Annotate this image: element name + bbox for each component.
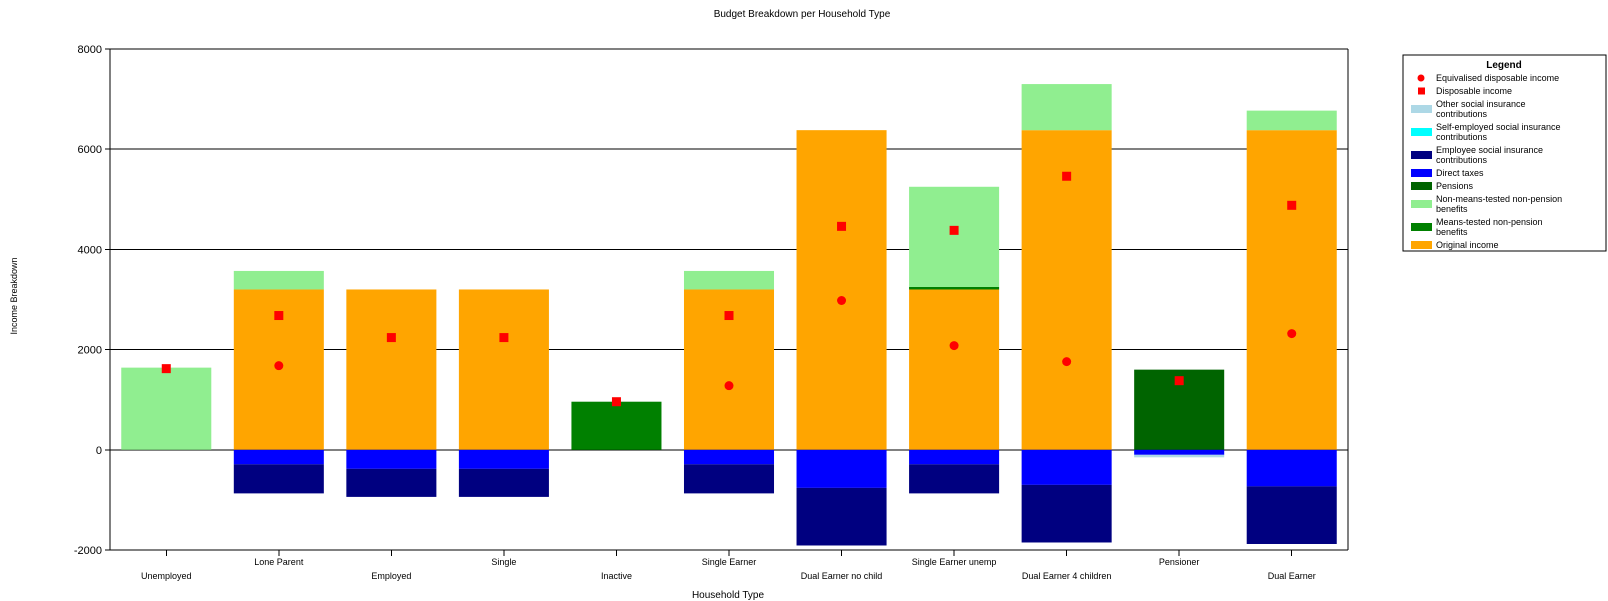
marker-disposable-income xyxy=(1174,376,1184,386)
bar-employee-social-insurance-contributions xyxy=(1021,484,1112,543)
legend-label: Employee social insurance contributions xyxy=(1436,145,1543,165)
legend-label: Disposable income xyxy=(1436,86,1512,96)
bar-non-means-tested-non-pension-benefits xyxy=(1021,84,1112,131)
x-tick-label: Employed xyxy=(371,571,411,581)
legend-swatch-means-tested-non-pension-benefits xyxy=(1411,223,1432,231)
legend-symbol-equivalised-disposable-income xyxy=(1417,74,1425,82)
legend-title: Legend xyxy=(1486,60,1522,71)
bar-means-tested-non-pension-benefits xyxy=(909,286,1000,290)
x-tick-label: Single Earner xyxy=(702,557,757,567)
bar-employee-social-insurance-contributions xyxy=(233,464,324,494)
marker-disposable-income xyxy=(1287,200,1297,210)
bar-non-means-tested-non-pension-benefits xyxy=(121,367,212,450)
marker-equivalised-disposable-income xyxy=(1287,329,1297,339)
y-tick-label: 2000 xyxy=(78,345,102,357)
y-tick-label: 4000 xyxy=(78,244,102,256)
legend-swatch-pensions xyxy=(1411,182,1432,190)
marker-disposable-income xyxy=(949,225,959,235)
bar-direct-taxes xyxy=(1246,449,1337,487)
legend-label: Other social insurance contributions xyxy=(1436,99,1526,119)
bar-employee-social-insurance-contributions xyxy=(1246,486,1337,544)
bar-non-means-tested-non-pension-benefits xyxy=(683,270,775,290)
x-axis-title: Household Type xyxy=(692,590,765,601)
bar-other-social-insurance-contributions xyxy=(1134,454,1225,458)
y-tick-label: 8000 xyxy=(78,44,102,56)
legend-swatch-original-income xyxy=(1411,241,1432,249)
x-tick-label: Unemployed xyxy=(141,571,192,581)
marker-disposable-income xyxy=(611,397,621,407)
legend-label: Pensions xyxy=(1436,181,1474,191)
bar-means-tested-non-pension-benefits xyxy=(571,401,662,450)
x-tick-label: Single Earner unemp xyxy=(912,557,997,567)
x-tick-label: Dual Earner xyxy=(1268,571,1316,581)
bar-original-income xyxy=(346,289,437,450)
x-tick-label: Pensioner xyxy=(1159,557,1200,567)
bar-original-income xyxy=(796,130,887,450)
marker-disposable-income xyxy=(274,311,284,321)
legend-box xyxy=(1402,54,1607,252)
marker-disposable-income xyxy=(386,333,396,343)
legend-swatch-non-means-tested-non-pension-benefits xyxy=(1411,200,1432,208)
y-axis-title: Income Breakdown xyxy=(9,257,19,334)
x-tick-label: Dual Earner no child xyxy=(801,571,883,581)
x-tick-label: Dual Earner 4 children xyxy=(1022,571,1112,581)
legend-label: Direct taxes xyxy=(1436,168,1484,178)
markers xyxy=(161,171,1297,407)
bar-employee-social-insurance-contributions xyxy=(683,464,775,494)
bar-employee-social-insurance-contributions xyxy=(909,464,1000,494)
legend-label: Means-tested non-pension benefits xyxy=(1436,217,1543,237)
bar-original-income xyxy=(1021,130,1112,450)
legend-items: Equivalised disposable income Disposable … xyxy=(1411,73,1562,250)
bar-original-income xyxy=(909,289,1000,450)
x-tick-label: Single xyxy=(491,557,516,567)
y-tick-label: 0 xyxy=(96,445,102,457)
marker-disposable-income xyxy=(161,364,171,374)
bar-original-income xyxy=(1246,130,1337,450)
bar-original-income xyxy=(458,289,549,450)
tick-labels: -2000 0 2000 4000 6000 8000 Unemployed Lone Par… xyxy=(74,44,1316,581)
legend-label: Self-employed social insurance contributi… xyxy=(1436,122,1561,142)
x-tick-label: Inactive xyxy=(601,571,632,581)
bar-employee-social-insurance-contributions xyxy=(346,468,437,497)
y-tick-label: 6000 xyxy=(78,144,102,156)
bar-direct-taxes xyxy=(1134,449,1225,455)
legend-swatch-employee-social-insurance-contributions xyxy=(1411,151,1432,159)
chart-title: Budget Breakdown per Household Type xyxy=(714,9,891,20)
bar-non-means-tested-non-pension-benefits xyxy=(233,270,324,290)
bar-direct-taxes xyxy=(346,449,437,469)
bar-direct-taxes xyxy=(796,449,887,488)
bar-direct-taxes xyxy=(1021,449,1112,485)
marker-disposable-income xyxy=(1062,171,1072,181)
legend-swatch-direct-taxes xyxy=(1411,169,1432,177)
marker-equivalised-disposable-income xyxy=(837,296,847,306)
legend-label: Equivalised disposable income xyxy=(1436,73,1559,83)
legend-symbol-disposable-income xyxy=(1418,87,1425,95)
x-tick-label: Lone Parent xyxy=(254,557,304,567)
bar-non-means-tested-non-pension-benefits xyxy=(1246,110,1337,131)
marker-disposable-income xyxy=(837,221,847,231)
legend: Legend Equivalised disposable income Disp… xyxy=(1402,54,1607,252)
legend-label: Original income xyxy=(1436,240,1499,250)
marker-disposable-income xyxy=(499,333,509,343)
marker-equivalised-disposable-income xyxy=(274,361,284,371)
y-tick-label: -2000 xyxy=(74,545,102,557)
bar-direct-taxes xyxy=(233,449,324,465)
bar-employee-social-insurance-contributions xyxy=(796,487,887,546)
marker-disposable-income xyxy=(724,311,734,321)
axes xyxy=(105,48,1349,556)
bar-employee-social-insurance-contributions xyxy=(458,468,549,497)
marker-equivalised-disposable-income xyxy=(949,341,959,351)
bar-non-means-tested-non-pension-benefits xyxy=(909,186,1000,287)
bar-direct-taxes xyxy=(458,449,549,469)
bar-direct-taxes xyxy=(909,449,1000,465)
marker-equivalised-disposable-income xyxy=(724,381,734,391)
bar-direct-taxes xyxy=(683,449,775,465)
legend-swatch-other-social-insurance-contributions xyxy=(1411,105,1432,113)
legend-swatch-self-employed-social-insurance-contributions xyxy=(1411,128,1432,136)
marker-equivalised-disposable-income xyxy=(1062,357,1072,367)
legend-label: Non-means-tested non-pension benefits xyxy=(1436,194,1562,214)
